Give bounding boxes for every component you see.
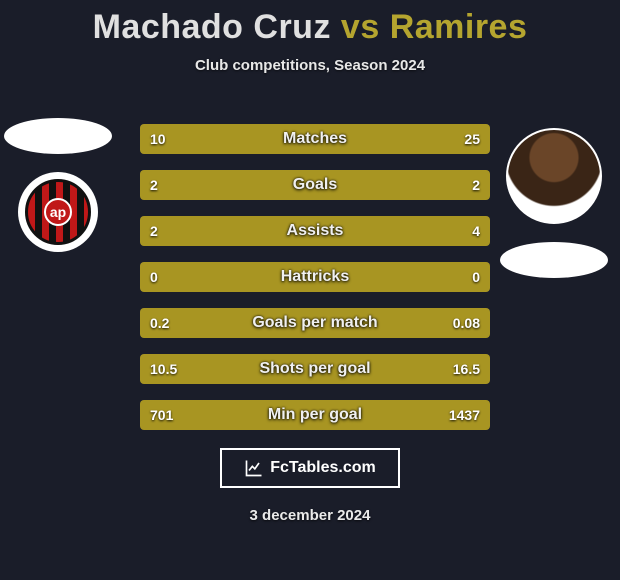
vs-text: vs — [341, 8, 380, 46]
comparison-bars: Matches1025 Goals22 Assists24 Hattricks00 Go… — [140, 124, 490, 446]
bar-segment-left — [140, 308, 389, 338]
bar-segment-right — [238, 124, 490, 154]
right-club-badge-placeholder — [500, 242, 608, 278]
right-player-column — [504, 128, 604, 278]
subtitle: Club competitions, Season 2024 — [0, 57, 620, 74]
bar-segment-left — [140, 262, 315, 292]
comparison-row: Matches1025 — [140, 124, 490, 154]
bar-segment-right — [277, 354, 491, 384]
right-player-photo — [506, 128, 602, 224]
brand-text: FcTables.com — [270, 459, 376, 477]
bar-segment-right — [389, 308, 491, 338]
header: Machado Cruz vs Ramires Club competition… — [0, 0, 620, 74]
bar-segment-left — [140, 216, 256, 246]
comparison-row: Shots per goal10.516.5 — [140, 354, 490, 384]
bar-segment-right — [256, 216, 491, 246]
left-player-column: ap — [8, 118, 108, 252]
bar-segment-right — [315, 170, 490, 200]
left-club-badge: ap — [18, 172, 98, 252]
bar-segment-right — [256, 400, 491, 430]
player-right-name: Ramires — [390, 8, 528, 46]
bar-segment-left — [140, 400, 256, 430]
comparison-row: Hattricks00 — [140, 262, 490, 292]
bar-segment-left — [140, 170, 315, 200]
player-left-name: Machado Cruz — [93, 8, 331, 46]
bar-segment-right — [315, 262, 490, 292]
footer-date: 3 december 2024 — [0, 507, 620, 524]
bar-segment-left — [140, 354, 277, 384]
comparison-row: Goals per match0.20.08 — [140, 308, 490, 338]
club-badge-letters: ap — [44, 198, 72, 226]
club-badge-graphic: ap — [25, 179, 91, 245]
chart-icon — [244, 458, 264, 478]
comparison-row: Assists24 — [140, 216, 490, 246]
comparison-row: Goals22 — [140, 170, 490, 200]
page-title: Machado Cruz vs Ramires — [0, 8, 620, 47]
bar-segment-left — [140, 124, 238, 154]
brand-logo: FcTables.com — [220, 448, 400, 488]
comparison-row: Min per goal7011437 — [140, 400, 490, 430]
left-player-photo-placeholder — [4, 118, 112, 154]
